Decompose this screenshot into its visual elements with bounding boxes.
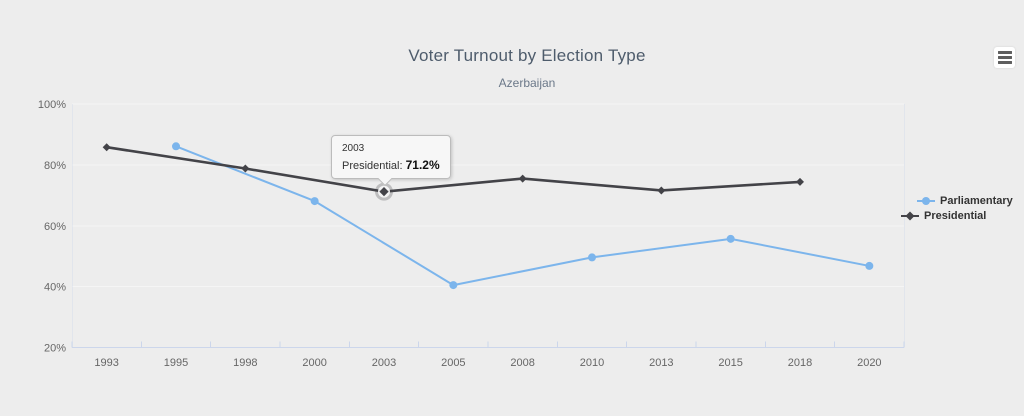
y-axis-label: 80% [44,160,66,172]
legend-label: Presidential [924,210,987,222]
data-point-presidential-2008[interactable] [518,174,527,183]
x-axis-label: 2018 [788,357,812,369]
data-point-presidential-2013[interactable] [657,186,666,195]
y-axis-label: 60% [44,221,66,233]
chart-subtitle: Azerbaijan [498,76,556,90]
x-axis-label: 1995 [164,357,188,369]
x-axis-label: 1993 [94,357,118,369]
data-point-parliamentary-1995[interactable] [172,142,180,151]
parliamentary-line-marker-icon [917,197,935,205]
legend-item-presidential[interactable]: Presidential [901,209,986,223]
x-axis-label: 2008 [510,357,534,369]
x-axis-label: 2015 [718,357,742,369]
series-line-parliamentary[interactable] [175,145,871,287]
data-point-parliamentary-2020[interactable] [865,261,874,270]
data-point-presidential-1993[interactable] [102,143,111,152]
data-point-presidential-2018[interactable] [796,177,804,186]
data-point-presidential-1998[interactable] [241,164,250,173]
y-axis-label: 40% [44,282,66,294]
data-point-parliamentary-2000[interactable] [310,197,319,206]
data-point-parliamentary-2005[interactable] [449,281,458,290]
legend-item-parliamentary[interactable]: Parliamentary [917,194,1013,208]
presidential-line-marker-icon [901,211,919,221]
x-axis-label: 2005 [441,357,465,369]
chart-title: Voter Turnout by Election Type [408,46,646,65]
x-axis-label: 2013 [649,357,673,369]
x-axis-label: 2003 [372,357,396,369]
legend-label: Parliamentary [940,195,1013,207]
x-axis-label: 2010 [580,357,604,369]
y-axis-label: 20% [44,343,66,355]
x-axis-label: 2020 [857,357,881,369]
y-axis-label: 100% [38,99,66,111]
data-point-parliamentary-2010[interactable] [588,253,596,262]
data-point-parliamentary-2015[interactable] [726,234,735,243]
data-point-presidential-2003[interactable] [379,187,389,197]
series-line-presidential[interactable] [105,145,802,193]
chart-context-menu-button[interactable] [994,47,1015,68]
x-axis-label: 2000 [302,357,326,369]
x-axis-label: 1998 [233,357,257,369]
